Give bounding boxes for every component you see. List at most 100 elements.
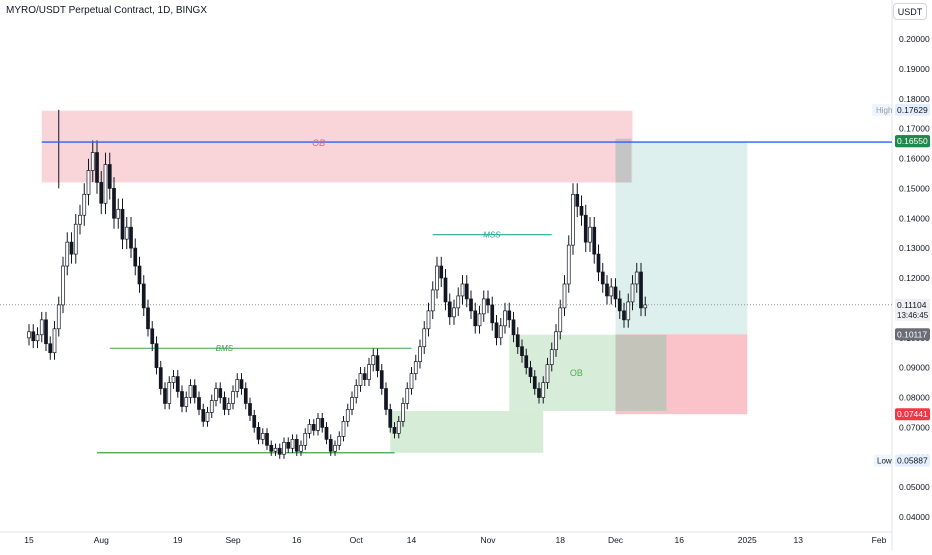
candle-body <box>532 376 537 389</box>
candle-body <box>252 415 257 428</box>
candle-body <box>460 283 465 297</box>
order-block-bearish[interactable] <box>41 110 633 183</box>
candle-body <box>294 438 299 452</box>
x-tick-label: 16 <box>292 535 302 545</box>
candle-body <box>65 241 70 267</box>
candle-body <box>469 298 473 312</box>
candle-body <box>384 388 388 410</box>
candle-body <box>201 409 206 422</box>
candle-body <box>617 298 622 312</box>
candle-body <box>605 283 609 297</box>
candle-body <box>571 194 575 246</box>
candle-body <box>579 205 584 216</box>
x-tick-label: Nov <box>480 535 496 545</box>
candle-body <box>630 283 635 303</box>
candle-body <box>214 388 218 401</box>
candle-body <box>422 328 427 348</box>
candle-body <box>473 310 478 327</box>
candle-body <box>388 409 393 428</box>
y-tick-label: 0.17000 <box>899 124 930 134</box>
candle-body <box>69 241 74 255</box>
entry-price-tag-bg <box>895 328 930 341</box>
candle-body <box>299 444 303 452</box>
candle-body <box>103 164 108 204</box>
candle-body <box>583 214 588 243</box>
candle-body <box>184 397 189 407</box>
candle-body <box>498 325 503 339</box>
candle-body <box>99 182 104 204</box>
y-tick-label: 0.07000 <box>899 422 930 432</box>
candle-body <box>282 441 286 455</box>
candle-body <box>418 346 422 362</box>
candle-body <box>226 403 231 410</box>
candle-body <box>643 304 648 309</box>
y-tick-label: 0.04000 <box>899 512 930 522</box>
ob-right-label: OB <box>570 368 583 378</box>
candle-body <box>413 361 418 374</box>
candle-body <box>231 391 235 404</box>
x-tick-label: Aug <box>94 535 109 545</box>
candle-body <box>562 283 567 309</box>
candle-body <box>350 397 354 410</box>
candle-body <box>324 427 329 440</box>
candle-body <box>609 286 614 297</box>
candle-body <box>35 334 40 342</box>
candle-body <box>260 433 265 440</box>
candle-body <box>358 373 363 386</box>
candle-body <box>503 310 507 327</box>
candle-body <box>396 421 401 434</box>
candle-body <box>392 427 397 434</box>
candle-body <box>524 355 529 368</box>
candle-body <box>596 253 601 273</box>
candle-body <box>367 364 371 380</box>
candle-body <box>209 400 214 413</box>
candle-body <box>345 409 350 422</box>
candle-body <box>515 334 520 348</box>
order-block-bullish-lower[interactable] <box>390 410 544 453</box>
y-tick-label: 0.14000 <box>899 213 930 223</box>
currency-button[interactable]: USDT <box>893 3 927 20</box>
x-tick-label: Sep <box>225 535 240 545</box>
candle-body <box>554 331 558 351</box>
y-tick-label: 0.08000 <box>899 393 930 403</box>
candle-body <box>86 170 91 195</box>
candle-body <box>73 223 78 255</box>
candle-body <box>307 424 312 434</box>
mss-label: MSS <box>483 231 501 240</box>
candle-body <box>222 397 227 410</box>
candle-body <box>48 343 53 354</box>
candle-body <box>311 424 316 431</box>
y-tick-label: 0.19000 <box>899 64 930 74</box>
candle-body <box>435 265 439 291</box>
ob-top-label: OB <box>312 138 325 148</box>
candle-body <box>82 194 87 216</box>
candle-body <box>112 188 116 219</box>
candle-body <box>558 307 563 333</box>
candle-body <box>486 298 490 306</box>
candle-body <box>634 271 639 285</box>
candle-body <box>273 447 278 452</box>
candle-body <box>626 301 631 321</box>
candle-body <box>120 208 125 240</box>
x-tick-label: 13 <box>794 535 804 545</box>
order-block-bullish[interactable] <box>509 334 667 411</box>
candle-body <box>154 343 159 368</box>
candle-body <box>588 226 592 243</box>
candle-body <box>141 283 146 309</box>
candle-body <box>277 447 282 455</box>
candle-body <box>129 226 133 249</box>
candle-body <box>575 194 580 207</box>
candle-body <box>44 319 48 345</box>
candle-body <box>443 277 448 303</box>
candle-body <box>337 435 342 446</box>
candle-body <box>464 283 469 300</box>
candle-body <box>566 244 571 285</box>
candle-body <box>39 319 44 336</box>
candle-body <box>545 364 550 383</box>
candle-body <box>375 355 380 371</box>
take-profit-zone[interactable] <box>615 142 748 335</box>
x-tick-label: 18 <box>556 535 566 545</box>
candle-body <box>205 412 210 422</box>
